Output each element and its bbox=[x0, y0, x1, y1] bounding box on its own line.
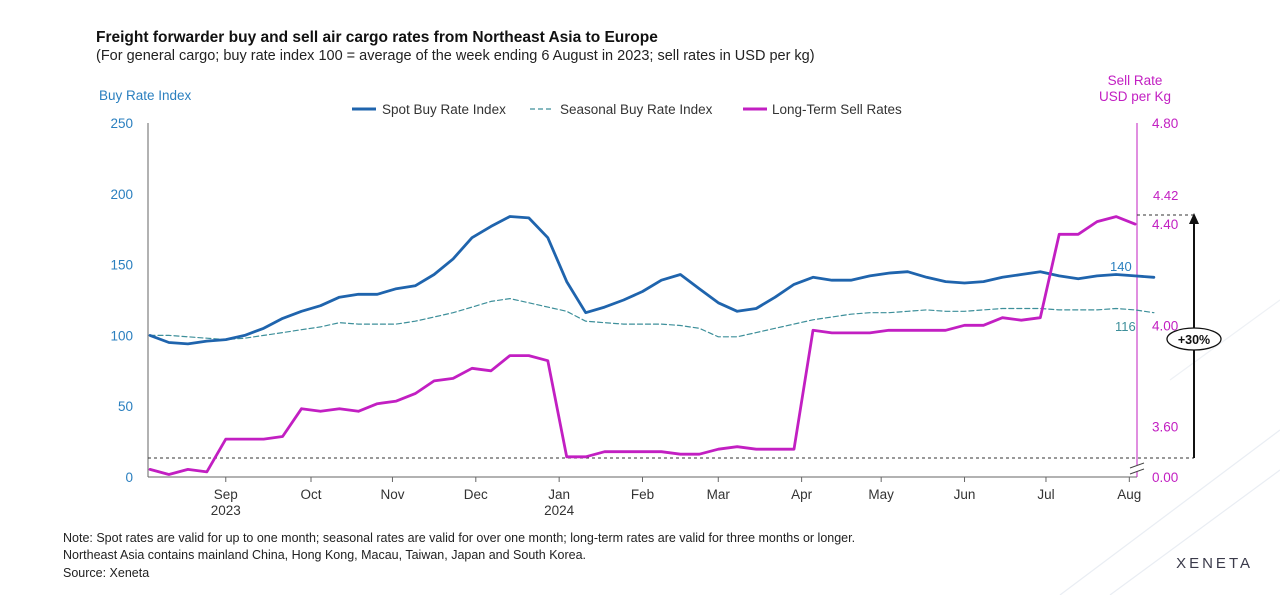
left-tick-labels: 250 200 150 100 50 0 bbox=[110, 116, 133, 485]
brand-logo: XENETA bbox=[1176, 555, 1253, 572]
x-tick-label: Jul bbox=[1037, 487, 1054, 502]
spot-buy-rate-line bbox=[148, 215, 1156, 346]
x-tick-label: Sep bbox=[214, 487, 238, 502]
legend-sell-label: Long-Term Sell Rates bbox=[772, 102, 902, 117]
right-tick-labels: 4.80 4.40 4.00 3.60 0.00 bbox=[1152, 116, 1178, 485]
left-tick-label: 100 bbox=[110, 328, 133, 343]
sell-end-label: 4.42 bbox=[1153, 188, 1178, 203]
right-tick-label: 0.00 bbox=[1152, 470, 1178, 485]
right-axis-label: Sell Rate USD per Kg bbox=[1090, 73, 1180, 105]
spot-end-label: 140 bbox=[1110, 259, 1132, 274]
x-tick-year: 2024 bbox=[544, 503, 575, 518]
seasonal-buy-rate-line bbox=[149, 298, 1155, 341]
x-tick-label: Aug bbox=[1117, 487, 1141, 502]
note-line-3: Source: Xeneta bbox=[63, 566, 150, 580]
x-tick-label: Oct bbox=[301, 487, 322, 502]
x-tick-year: 2023 bbox=[211, 503, 241, 518]
left-tick-label: 50 bbox=[118, 399, 133, 414]
right-axis-label-line2: USD per Kg bbox=[1098, 89, 1172, 104]
legend: Spot Buy Rate Index Seasonal Buy Rate In… bbox=[352, 102, 902, 117]
left-tick-label: 250 bbox=[110, 116, 133, 131]
right-tick-label: 4.00 bbox=[1152, 318, 1178, 333]
left-tick-label: 150 bbox=[110, 258, 133, 273]
x-tick-label: Feb bbox=[631, 487, 654, 502]
x-tick-label: Jun bbox=[954, 487, 976, 502]
x-tick-label: Apr bbox=[791, 487, 813, 502]
legend-spot-label: Spot Buy Rate Index bbox=[382, 102, 506, 117]
note-line-2: Northeast Asia contains mainland China, … bbox=[63, 548, 587, 562]
change-arrow: +30% bbox=[1166, 213, 1222, 458]
left-tick-label: 200 bbox=[110, 187, 133, 202]
legend-seasonal-label: Seasonal Buy Rate Index bbox=[560, 102, 713, 117]
x-tick-label: Dec bbox=[464, 487, 488, 502]
left-tick-label: 0 bbox=[125, 470, 133, 485]
note-line-1: Note: Spot rates are valid for up to one… bbox=[63, 531, 856, 545]
seasonal-end-label: 116 bbox=[1115, 319, 1136, 334]
right-tick-label: 3.60 bbox=[1152, 419, 1178, 434]
x-tick-label: May bbox=[868, 487, 894, 502]
x-tick-label: Nov bbox=[380, 487, 404, 502]
series-layer bbox=[148, 215, 1156, 476]
left-axis-label: Buy Rate Index bbox=[99, 88, 192, 103]
right-tick-label: 4.80 bbox=[1152, 116, 1178, 131]
right-axis-label-line1: Sell Rate bbox=[1107, 73, 1163, 88]
chart-subtitle: (For general cargo; buy rate index 100 =… bbox=[96, 48, 815, 64]
right-tick-label: 4.40 bbox=[1152, 217, 1178, 232]
x-tick-label: Jan bbox=[548, 487, 570, 502]
axis-break-mark bbox=[1129, 462, 1145, 475]
change-badge bbox=[1166, 327, 1222, 351]
x-tick-label: Mar bbox=[707, 487, 731, 502]
long-term-sell-rate-line bbox=[148, 215, 1137, 476]
chart-title: Freight forwarder buy and sell air cargo… bbox=[96, 29, 658, 46]
change-badge-label: +30% bbox=[1178, 333, 1210, 347]
